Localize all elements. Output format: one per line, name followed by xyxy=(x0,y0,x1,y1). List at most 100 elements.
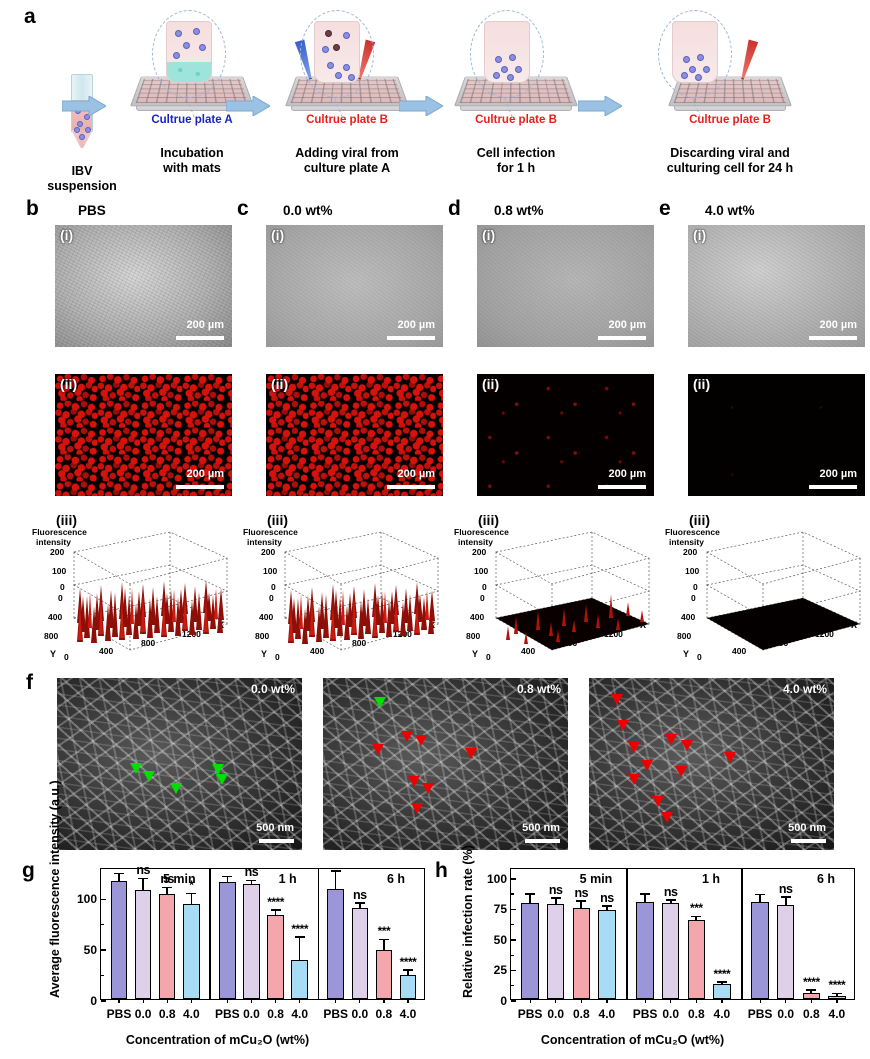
bar-5-min-0.0[interactable] xyxy=(547,903,565,999)
bar-5-min-4.0[interactable] xyxy=(183,903,200,999)
xtick-mark xyxy=(606,999,608,1003)
ztick-0: 0 xyxy=(693,582,698,592)
bar-6-h-0.8[interactable] xyxy=(375,950,393,999)
bar-6-h-0.8[interactable] xyxy=(802,992,820,999)
sem-scalebar-label: 500 nm xyxy=(256,822,294,834)
scalebar-line xyxy=(387,336,435,340)
chart-h-plot-area: 0 25 50 75 100 5 min PBS ns 0.0 ns 0.8 ns 4.0 1 h PBS n… xyxy=(487,868,855,1021)
xtick-mark xyxy=(407,999,409,1003)
error-cap xyxy=(294,936,305,939)
ytick-minor xyxy=(101,924,104,926)
step-1-caption-line2: suspension xyxy=(47,178,117,193)
brightfield-image-40: (i) 200 µm xyxy=(688,225,865,347)
workflow-step-5: Cultrue plate B Discarding viral and cul… xyxy=(630,60,830,176)
error-cap xyxy=(222,875,233,878)
xtick-label-0.8: 0.8 xyxy=(267,1007,284,1021)
error-bar xyxy=(250,881,253,885)
surface-plot-pbs: (iii) Fluorescence intensity 200 100 0 0… xyxy=(22,510,234,670)
error-cap xyxy=(831,992,842,995)
brightfield-image-00: (i) 200 µm xyxy=(266,225,443,347)
error-bar xyxy=(142,879,144,891)
error-cap xyxy=(806,989,817,992)
bar-1-h-0.8[interactable] xyxy=(687,919,705,999)
red-arrowhead xyxy=(665,734,677,745)
bar-6-h-PBS[interactable] xyxy=(327,889,344,999)
error-cap xyxy=(138,877,149,880)
zaxis-title-line2: intensity xyxy=(458,537,493,547)
bar-5-min-0.8[interactable] xyxy=(159,894,176,999)
bar-5-min-0.8[interactable] xyxy=(572,907,590,999)
xtick-0: 0 xyxy=(275,652,280,662)
xtick-400: 400 xyxy=(732,646,747,656)
red-arrowhead xyxy=(641,760,653,771)
bar-1-h-4.0[interactable] xyxy=(291,960,308,999)
bar-5-min-PBS[interactable] xyxy=(110,881,128,999)
ytick-minor xyxy=(101,975,104,977)
xtick-label-0.8: 0.8 xyxy=(158,1007,176,1021)
error-cap xyxy=(186,892,197,895)
bar-5-min-0.0[interactable] xyxy=(134,890,152,999)
bar-1-h-0.0[interactable] xyxy=(662,903,680,999)
xtick-mark xyxy=(555,999,557,1003)
subpanel-label-ii: (ii) xyxy=(693,376,711,392)
workflow-step-1: IBV suspension xyxy=(7,60,157,194)
ztick-0: 0 xyxy=(60,582,65,592)
bar-6-h-4.0[interactable] xyxy=(399,974,417,999)
xtick-mark xyxy=(695,999,697,1003)
flow-arrow-4 xyxy=(578,96,622,116)
step-2-caption-line2: with mats xyxy=(163,160,221,175)
magnifier-bubble-4 xyxy=(658,10,732,98)
step-4-caption-line2: for 1 h xyxy=(496,160,536,175)
step-4-caption-line1: Cell infection xyxy=(476,146,556,160)
green-arrowhead xyxy=(130,763,142,774)
step-5-caption-line2: culturing cell for 24 h xyxy=(666,160,794,175)
ytick-mark xyxy=(511,877,516,880)
bar-1-h-0.8[interactable] xyxy=(267,914,284,999)
red-arrowhead xyxy=(652,796,664,807)
ytick-800: 800 xyxy=(44,631,59,641)
error-bar xyxy=(721,982,723,985)
chart-g-xlabel: Concentration of mCu₂O (wt%) xyxy=(125,1033,310,1047)
scalebar-line xyxy=(176,336,224,340)
ytick-mark xyxy=(511,969,516,972)
bar-6-h-0.0[interactable] xyxy=(777,904,795,999)
error-cap xyxy=(691,915,702,918)
ytick-0: 0 xyxy=(691,593,696,603)
group-separator xyxy=(209,869,211,999)
xtick-label-PBS: PBS xyxy=(632,1007,658,1021)
zaxis-title-line2: intensity xyxy=(669,537,704,547)
group-label-1-h: 1 h xyxy=(278,872,297,886)
error-cap xyxy=(402,968,413,971)
bar-6-h-PBS[interactable] xyxy=(751,901,769,999)
bar-5-min-PBS[interactable] xyxy=(521,903,539,999)
significance-marker: **** xyxy=(267,894,284,909)
yaxis-name: Y xyxy=(472,649,479,659)
green-arrowhead xyxy=(212,764,224,775)
xtick-label-PBS: PBS xyxy=(323,1007,349,1021)
xtick-mark xyxy=(836,999,838,1003)
error-bar xyxy=(580,901,583,908)
ytick-label-25: 25 xyxy=(493,963,507,978)
fluorescence-image-00: (ii) 200 µm xyxy=(266,374,443,496)
red-arrowhead xyxy=(415,735,427,746)
bar-1-h-4.0[interactable] xyxy=(713,984,731,999)
xtick-mark xyxy=(226,999,229,1003)
xtick-mark xyxy=(529,999,531,1003)
panel-b-condition: PBS xyxy=(78,203,106,218)
ytick-label-75: 75 xyxy=(493,902,507,917)
xtick-800: 800 xyxy=(352,638,367,648)
surface-plot-08: (iii) Fluorescence intensity 200 100 0 0… xyxy=(444,510,656,670)
ytick-400: 400 xyxy=(48,612,63,622)
bar-1-h-PBS[interactable] xyxy=(636,901,654,999)
ztick-200: 200 xyxy=(683,547,698,557)
xtick-label-4.0: 4.0 xyxy=(828,1007,846,1021)
bar-5-min-4.0[interactable] xyxy=(598,910,616,999)
bar-1-h-PBS[interactable] xyxy=(219,882,236,999)
step-4-plate-label: Cultrue plate B xyxy=(475,114,557,126)
fluorescence-image-40: (ii) 200 µm xyxy=(688,374,865,496)
bar-6-h-4.0[interactable] xyxy=(828,995,846,999)
surface-3d-graphic xyxy=(706,531,861,651)
bar-1-h-0.0[interactable] xyxy=(243,884,260,999)
error-cap xyxy=(246,879,257,882)
bar-6-h-0.0[interactable] xyxy=(351,907,368,999)
